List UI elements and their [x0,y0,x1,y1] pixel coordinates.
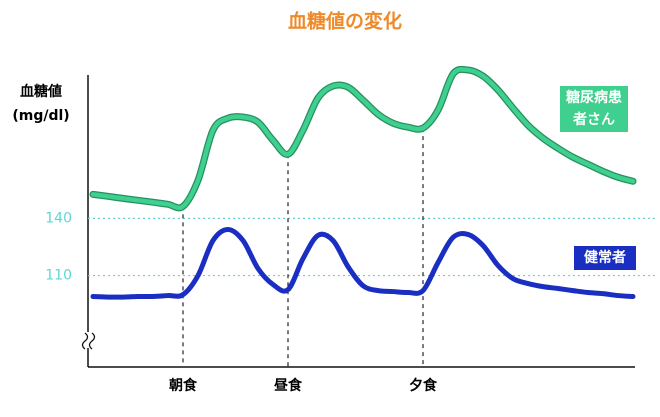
axis-break [81,332,96,350]
chart-title: 血糖値の変化 [288,10,402,33]
x-tick-label: 朝食 [169,377,198,394]
x-tick-label: 夕食 [409,377,438,394]
legend-label: 糖尿病患者さん [560,86,628,132]
line-outline [89,65,637,212]
y-axis-label: 血糖値 (mg/dl) [12,84,70,124]
series-line [90,226,636,300]
x-tick-label: 昼食 [274,377,303,394]
axis-break-bg [78,332,98,348]
legend-label: 健常者 [574,246,636,270]
y-tick-label: 110 [45,268,72,284]
series-line [90,67,636,211]
y-tick-label: 140 [45,210,72,226]
